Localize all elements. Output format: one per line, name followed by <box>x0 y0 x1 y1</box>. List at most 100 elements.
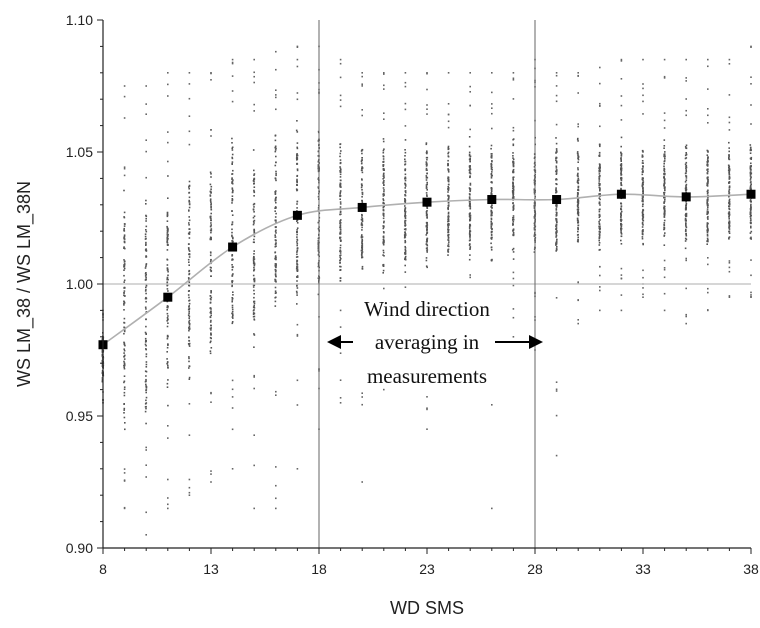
scatter-column <box>425 72 429 430</box>
scatter-point <box>426 162 428 165</box>
x-tick-label: 28 <box>527 561 543 577</box>
scatter-point <box>685 153 688 156</box>
scatter-point <box>750 236 752 239</box>
scatter-point <box>296 404 299 406</box>
scatter-point <box>728 129 731 131</box>
scatter-point <box>188 486 191 489</box>
scatter-point <box>123 332 125 335</box>
scatter-point <box>210 314 212 317</box>
scatter-point <box>426 222 428 224</box>
scatter-point <box>707 108 709 110</box>
scatter-point <box>231 322 234 325</box>
scatter-point <box>447 186 449 188</box>
scatter-point <box>728 270 731 273</box>
scatter-point <box>275 275 277 278</box>
scatter-point <box>533 179 536 182</box>
scatter-point <box>167 229 169 231</box>
scatter-point <box>555 100 558 103</box>
scatter-point <box>145 244 147 246</box>
scatter-point <box>188 325 191 328</box>
scatter-point <box>447 187 450 190</box>
scatter-point <box>577 154 579 157</box>
scatter-point <box>577 228 579 231</box>
scatter-point <box>664 210 666 212</box>
scatter-point <box>145 176 147 179</box>
scatter-point <box>663 226 665 229</box>
scatter-point <box>166 319 169 321</box>
scatter-point <box>555 170 558 172</box>
scatter-point <box>555 228 558 231</box>
scatter-point <box>707 179 709 181</box>
scatter-point <box>101 365 104 367</box>
scatter-point <box>188 261 190 263</box>
scatter-point <box>663 244 666 246</box>
scatter-point <box>166 267 169 269</box>
scatter-point <box>555 165 558 168</box>
scatter-point <box>123 117 126 119</box>
scatter-column <box>339 58 342 404</box>
scatter-point <box>144 267 147 269</box>
scatter-point <box>512 72 515 74</box>
scatter-point <box>490 163 492 165</box>
scatter-point <box>123 234 126 236</box>
scatter-point <box>166 346 169 349</box>
scatter-point <box>296 189 299 191</box>
annotation-line: Wind direction <box>364 297 490 321</box>
scatter-point <box>749 213 752 215</box>
scatter-point <box>512 126 515 129</box>
scatter-point <box>339 198 341 200</box>
scatter-point <box>598 197 601 199</box>
scatter-point <box>145 203 147 205</box>
scatter-point <box>404 163 406 166</box>
scatter-point <box>685 287 687 290</box>
scatter-point <box>275 484 277 487</box>
scatter-point <box>598 154 601 156</box>
scatter-point <box>295 267 298 270</box>
scatter-point <box>598 171 601 173</box>
scatter-point <box>642 229 644 231</box>
scatter-point <box>383 180 385 182</box>
scatter-point <box>620 210 623 213</box>
scatter-point <box>340 168 342 171</box>
scatter-point <box>145 378 147 381</box>
scatter-point <box>382 158 385 160</box>
scatter-point <box>231 284 233 286</box>
scatter-point <box>210 204 212 206</box>
scatter-point <box>598 173 601 175</box>
scatter-point <box>555 244 557 246</box>
scatter-point <box>339 162 342 165</box>
scatter-point <box>663 160 666 163</box>
scatter-point <box>231 285 233 288</box>
scatter-point <box>296 468 299 470</box>
scatter-point <box>426 189 428 191</box>
scatter-point <box>231 304 234 307</box>
scatter-point <box>468 232 471 234</box>
scatter-point <box>620 220 622 223</box>
scatter-point <box>253 284 256 286</box>
scatter-point <box>490 209 492 212</box>
scatter-point <box>339 232 342 235</box>
scatter-point <box>447 218 450 221</box>
scatter-point <box>188 323 191 326</box>
scatter-point <box>317 265 320 268</box>
scatter-point <box>253 293 255 295</box>
scatter-point <box>144 341 147 343</box>
scatter-point <box>188 256 191 258</box>
scatter-point <box>555 191 557 194</box>
scatter-point <box>599 170 601 172</box>
scatter-point <box>620 182 622 185</box>
scatter-point <box>188 491 191 494</box>
scatter-point <box>167 270 169 273</box>
scatter-point <box>490 144 493 147</box>
scatter-point <box>490 206 493 208</box>
scatter-point <box>490 246 493 249</box>
scatter-point <box>253 110 255 112</box>
y-tick-label: 1.10 <box>66 12 93 28</box>
scatter-point <box>166 242 169 244</box>
scatter-point <box>339 94 342 97</box>
scatter-point <box>209 260 212 263</box>
scatter-point <box>404 198 406 201</box>
scatter-point <box>447 151 450 154</box>
scatter-point <box>469 225 471 227</box>
scatter-point <box>750 45 752 48</box>
